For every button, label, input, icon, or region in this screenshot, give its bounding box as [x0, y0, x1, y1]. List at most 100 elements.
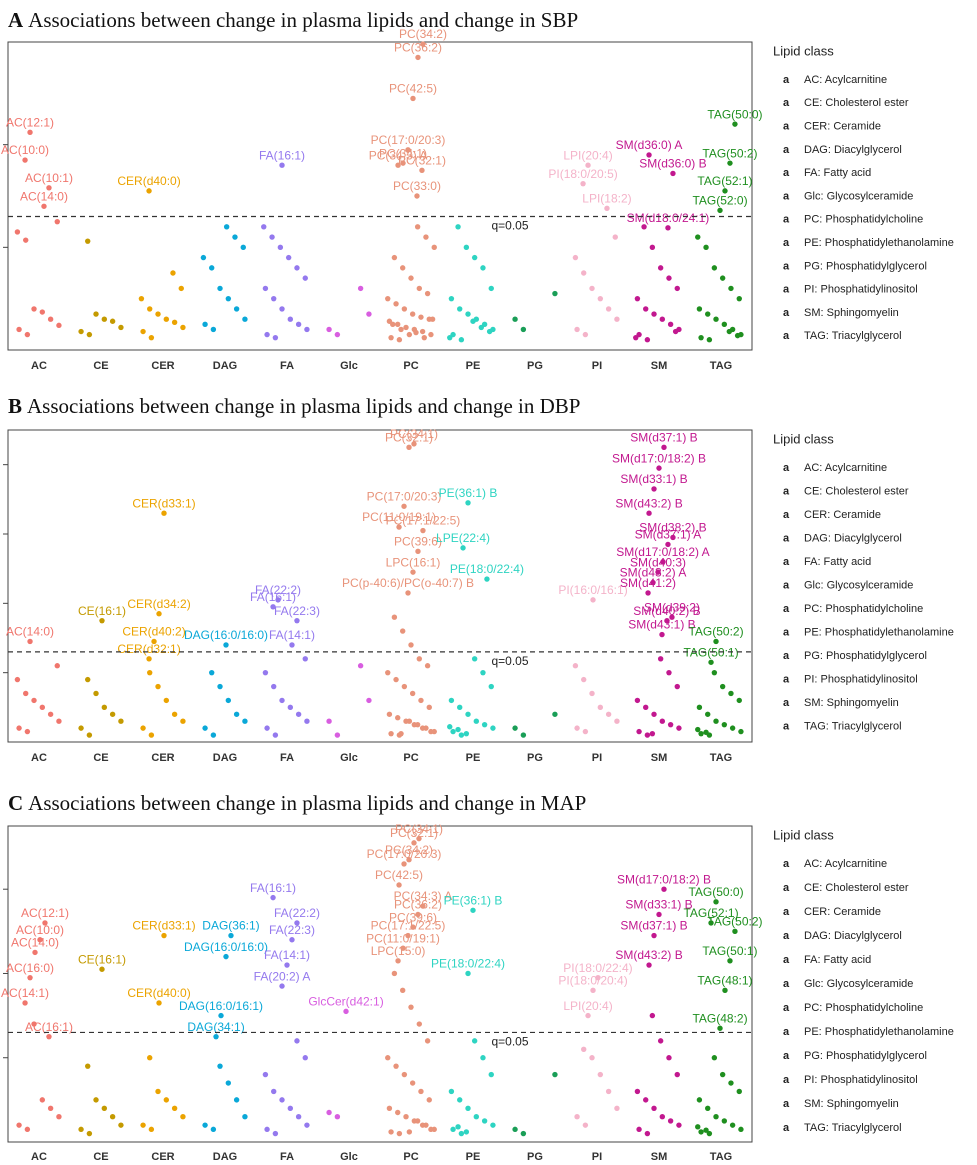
point-label: PC(17:0/20:3): [367, 847, 442, 861]
labeled-point: [415, 54, 421, 61]
point-label: AC(14:1): [1, 986, 49, 1000]
point: [210, 326, 217, 333]
labeled-point: [400, 945, 406, 951]
labeled-point: [670, 534, 676, 541]
point: [16, 1122, 22, 1128]
point-label: FA(22:3): [269, 923, 315, 937]
legend-label: FA: Fatty acid: [804, 954, 871, 966]
point: [416, 1021, 423, 1027]
labeled-point: [396, 882, 402, 888]
point: [54, 218, 60, 225]
x-tick-label: SM: [651, 752, 668, 764]
legend-key: a: [783, 858, 790, 870]
point: [31, 697, 37, 704]
labeled-point: [661, 444, 667, 451]
point: [713, 316, 719, 322]
point-label: CE(16:1): [78, 952, 126, 966]
legend-label: Glc: Glycosylceramide: [804, 190, 913, 202]
point-label: CER(d32:1): [117, 642, 180, 656]
point-label: PC(32:1): [390, 826, 438, 840]
legend-label: CE: Cholesterol ester: [804, 97, 909, 109]
point: [416, 656, 423, 662]
labeled-point: [659, 631, 665, 638]
x-tick-label: Glc: [340, 752, 358, 764]
point: [458, 1130, 465, 1137]
labeled-point: [470, 907, 476, 913]
point-label: PE(18:0/22:4): [431, 957, 505, 971]
point: [86, 1130, 93, 1137]
labeled-point: [46, 1033, 52, 1040]
point: [85, 676, 91, 683]
point-label: PC(39:6): [389, 910, 437, 924]
point: [262, 1071, 269, 1078]
point-label: PC(34:2): [385, 843, 433, 857]
labeled-point: [585, 1012, 591, 1019]
legend-key: a: [783, 121, 790, 133]
point-label: PC(34:2): [399, 27, 447, 41]
point: [574, 1114, 580, 1120]
legend-label: AC: Acylcarnitine: [804, 858, 887, 870]
point: [16, 725, 22, 731]
point: [447, 724, 453, 730]
point: [147, 1055, 153, 1061]
point-label: SM(d17:0/18:2) B: [617, 872, 711, 886]
point: [56, 1114, 62, 1120]
labeled-point: [405, 590, 411, 596]
point: [471, 254, 478, 261]
x-tick-label: CE: [93, 360, 108, 372]
point: [271, 1088, 277, 1095]
x-tick-label: DAG: [213, 360, 237, 372]
point: [643, 306, 649, 312]
legend-label: SM: Sphingomyelin: [804, 307, 899, 319]
legend-label: PE: Phosphatidylethanolamine: [804, 1026, 954, 1038]
labeled-point: [156, 611, 162, 617]
point: [163, 697, 170, 704]
labeled-point: [405, 147, 411, 153]
x-tick-label: PI: [592, 1151, 602, 1163]
point: [643, 704, 649, 711]
labeled-point: [42, 920, 48, 926]
legend-key: a: [783, 284, 790, 296]
point: [728, 690, 734, 697]
point-label: AC(14:0): [20, 189, 68, 203]
labeled-point: [651, 486, 657, 492]
legend-label: PG: Phosphatidylglycerol: [804, 650, 927, 662]
point: [408, 275, 414, 281]
labeled-point: [713, 899, 719, 905]
point: [705, 1105, 711, 1111]
point: [644, 1130, 651, 1137]
labeled-point: [732, 928, 738, 935]
point: [287, 1105, 294, 1111]
legend-key: a: [783, 237, 790, 249]
point: [302, 656, 308, 662]
labeled-point: [27, 974, 33, 981]
legend-label: FA: Fatty acid: [804, 556, 871, 568]
point-label: DAG(34:1): [187, 1020, 244, 1034]
point: [395, 715, 401, 721]
point: [334, 1114, 341, 1120]
legend-key: a: [783, 556, 790, 568]
point-label: TAG(50:2): [707, 915, 762, 929]
point: [16, 326, 22, 333]
point: [148, 334, 155, 341]
point: [264, 331, 270, 338]
labeled-point: [156, 1000, 162, 1006]
point: [295, 1114, 302, 1120]
legend-label: TAG: Triacylglycerol: [804, 330, 902, 342]
threshold-label: q=0.05: [491, 1035, 528, 1049]
point: [719, 1071, 726, 1078]
legend-key: a: [783, 1074, 790, 1086]
legend-label: TAG: Triacylglycerol: [804, 1122, 902, 1134]
point: [421, 334, 427, 341]
point: [457, 306, 463, 312]
labeled-point: [275, 597, 281, 603]
labeled-point: [218, 1012, 224, 1019]
labeled-point: [289, 937, 295, 943]
labeled-point: [99, 966, 105, 972]
point: [304, 718, 310, 724]
point: [582, 331, 589, 338]
point: [14, 229, 21, 235]
point-label: FA(22:2): [274, 906, 320, 920]
labeled-point: [27, 638, 33, 645]
labeled-point: [289, 642, 295, 648]
